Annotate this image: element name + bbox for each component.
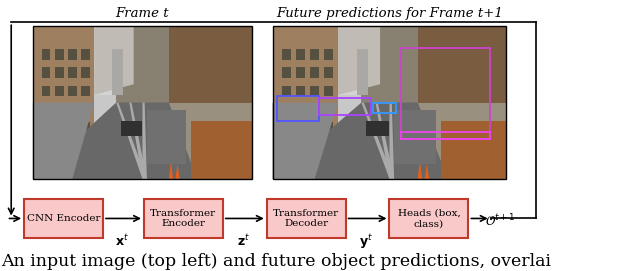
- Bar: [373, 103, 396, 113]
- Bar: [191, 121, 252, 179]
- Bar: [319, 98, 371, 115]
- Text: $\mathcal{O}^{t+1}$: $\mathcal{O}^{t+1}$: [485, 213, 516, 229]
- Bar: [147, 110, 186, 164]
- Bar: [282, 104, 291, 115]
- Text: An input image (top left) and future object predictions, overlai: An input image (top left) and future obj…: [1, 253, 550, 270]
- Bar: [81, 67, 90, 78]
- Polygon shape: [273, 103, 506, 179]
- Bar: [417, 26, 506, 149]
- Bar: [310, 49, 319, 60]
- Polygon shape: [33, 103, 252, 179]
- Bar: [296, 67, 305, 78]
- Bar: [282, 49, 291, 60]
- Bar: [282, 86, 291, 96]
- Bar: [81, 49, 90, 60]
- Text: $\mathbf{z}^t$: $\mathbf{z}^t$: [237, 234, 250, 249]
- Bar: [273, 26, 506, 179]
- Bar: [401, 47, 490, 139]
- Bar: [273, 26, 338, 151]
- Bar: [81, 86, 90, 96]
- FancyBboxPatch shape: [24, 199, 103, 238]
- Bar: [277, 96, 319, 121]
- Bar: [116, 26, 169, 125]
- Polygon shape: [175, 164, 180, 179]
- Bar: [42, 49, 51, 60]
- Polygon shape: [169, 103, 252, 179]
- Bar: [310, 86, 319, 96]
- Text: Future predictions for Frame t+1: Future predictions for Frame t+1: [276, 7, 503, 20]
- Bar: [55, 49, 63, 60]
- Text: Frame t: Frame t: [116, 7, 169, 20]
- Bar: [296, 86, 305, 96]
- Bar: [33, 26, 252, 179]
- Polygon shape: [129, 103, 147, 179]
- Bar: [169, 26, 252, 149]
- Bar: [68, 67, 77, 78]
- Bar: [356, 49, 369, 95]
- Polygon shape: [338, 26, 380, 95]
- Bar: [42, 104, 51, 115]
- Polygon shape: [376, 103, 394, 179]
- Text: $\mathbf{x}^t$: $\mathbf{x}^t$: [115, 234, 129, 249]
- Bar: [296, 122, 305, 133]
- Bar: [282, 122, 291, 133]
- Polygon shape: [417, 103, 506, 179]
- Bar: [282, 67, 291, 78]
- Polygon shape: [169, 161, 173, 179]
- FancyBboxPatch shape: [267, 199, 346, 238]
- Bar: [324, 86, 333, 96]
- Text: CNN Encoder: CNN Encoder: [27, 214, 100, 223]
- Polygon shape: [390, 103, 394, 179]
- Bar: [112, 49, 123, 95]
- Polygon shape: [33, 103, 94, 179]
- Bar: [324, 104, 333, 115]
- Bar: [68, 49, 77, 60]
- Bar: [55, 67, 63, 78]
- Bar: [441, 121, 506, 179]
- Text: Transformer
Encoder: Transformer Encoder: [150, 209, 216, 228]
- Bar: [33, 26, 252, 179]
- Bar: [310, 104, 319, 115]
- Bar: [401, 132, 490, 139]
- Polygon shape: [417, 161, 422, 179]
- Bar: [362, 26, 417, 125]
- Bar: [81, 122, 90, 133]
- Bar: [273, 26, 506, 179]
- Bar: [310, 67, 319, 78]
- Bar: [33, 26, 94, 151]
- Bar: [68, 122, 77, 133]
- Bar: [42, 122, 51, 133]
- Bar: [55, 104, 63, 115]
- Bar: [42, 86, 51, 96]
- Polygon shape: [143, 103, 147, 179]
- Bar: [55, 86, 63, 96]
- Bar: [324, 67, 333, 78]
- Bar: [68, 86, 77, 96]
- Polygon shape: [362, 103, 394, 179]
- Text: Heads (box,
class): Heads (box, class): [397, 209, 460, 228]
- Bar: [394, 110, 436, 164]
- Bar: [42, 67, 51, 78]
- Polygon shape: [273, 103, 338, 179]
- FancyBboxPatch shape: [144, 199, 223, 238]
- Bar: [296, 49, 305, 60]
- Bar: [120, 121, 143, 136]
- Polygon shape: [116, 103, 147, 179]
- Bar: [33, 26, 252, 95]
- Bar: [324, 122, 333, 133]
- FancyBboxPatch shape: [390, 199, 468, 238]
- Polygon shape: [424, 164, 429, 179]
- Bar: [366, 121, 390, 136]
- Bar: [324, 49, 333, 60]
- Bar: [296, 104, 305, 115]
- Bar: [310, 122, 319, 133]
- Bar: [68, 104, 77, 115]
- Bar: [55, 122, 63, 133]
- Polygon shape: [94, 26, 134, 95]
- Text: $\mathbf{y}^t$: $\mathbf{y}^t$: [359, 232, 373, 251]
- Bar: [273, 26, 506, 95]
- Text: Transformer
Decoder: Transformer Decoder: [273, 209, 339, 228]
- Bar: [81, 104, 90, 115]
